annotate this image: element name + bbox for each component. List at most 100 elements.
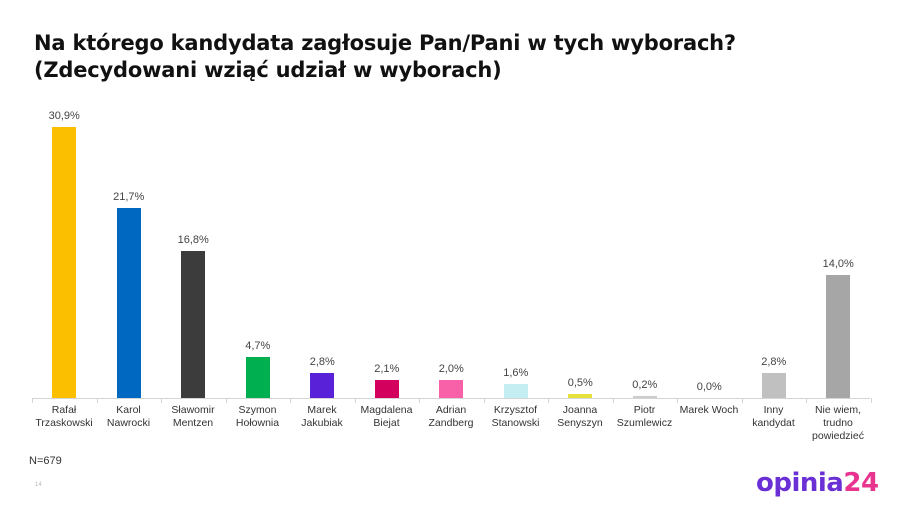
category-label: Karol Nawrocki <box>95 404 163 430</box>
category-label: Sławomir Mentzen <box>159 404 227 430</box>
bar-group: 2,0% Adrian Zandberg <box>419 100 484 460</box>
category-label-line: Senyszyn <box>557 417 603 429</box>
category-label-line: Nawrocki <box>106 417 151 429</box>
axis-tick <box>548 398 549 403</box>
chart-title-line2: (Zdecydowani wziąć udział w wyborach) <box>34 58 502 82</box>
category-label: Marek Woch <box>675 404 743 417</box>
category-label-line: Joanna <box>562 404 598 416</box>
bar <box>761 373 786 398</box>
category-label-line: Piotr <box>633 404 656 416</box>
bar <box>439 380 463 398</box>
chart-title: Na którego kandydata zagłosuje Pan/Pani … <box>34 30 894 84</box>
category-label-line: Krzysztof <box>493 404 538 416</box>
category-label-line: Adrian <box>435 404 467 416</box>
axis-tick <box>96 398 98 403</box>
category-label-line: Inny <box>763 404 784 416</box>
axis-tick <box>612 398 614 403</box>
bar-group: 4,7% Szymon Hołownia <box>226 100 291 460</box>
value-label: 4,7% <box>245 339 271 352</box>
category-label-line: Biejat <box>373 417 400 429</box>
category-label: Magdalena Biejat <box>353 404 421 430</box>
category-label: Joanna Senyszyn <box>546 404 614 430</box>
bar <box>181 250 205 398</box>
bar-group: 21,7% Karol Nawrocki <box>97 100 162 460</box>
value-label: 2,8% <box>309 356 335 369</box>
category-label-line: Stanowski <box>491 417 540 429</box>
category-label-line: Zandberg <box>428 417 474 429</box>
category-label-line: Marek Woch <box>679 404 739 416</box>
category-label: Piotr Szumlewicz <box>611 404 679 430</box>
axis-tick <box>161 398 162 403</box>
axis-tick <box>32 398 33 403</box>
value-label: 0,2% <box>632 379 658 391</box>
axis-tick <box>483 398 485 403</box>
bar-group: 2,1% Magdalena Biejat <box>355 100 420 460</box>
category-label-line: Rafał <box>51 404 77 416</box>
value-label: 16,8% <box>177 233 209 246</box>
category-label-line: Marek <box>307 404 337 416</box>
bar-group: 16,8% Sławomir Mentzen <box>161 100 226 460</box>
bar-group: 30,9% Rafał Trzaskowski <box>32 100 97 460</box>
bar-group: 1,6% Krzysztof Stanowski <box>484 100 549 460</box>
category-label-line: Sławomir <box>171 404 215 416</box>
axis-tick <box>741 398 743 403</box>
value-label: 1,6% <box>503 366 529 379</box>
category-label-line: Szymon <box>238 404 277 416</box>
bar <box>374 379 399 398</box>
bar <box>826 275 850 398</box>
bar <box>116 207 141 398</box>
value-label: 14,0% <box>822 258 854 271</box>
bar-group: 0,2% Piotr Szumlewicz <box>613 100 678 460</box>
category-label: Nie wiem, trudno powiedzieć <box>804 404 872 443</box>
category-label-line: Magdalena <box>360 404 413 416</box>
bar-group: 14,0% Nie wiem, trudno powiedzieć <box>806 100 871 460</box>
category-label-line: kandydat <box>752 417 795 429</box>
bar <box>245 356 270 398</box>
category-label: Krzysztof Stanowski <box>482 404 550 430</box>
axis-tick <box>677 398 678 403</box>
category-label-line: Jakubiak <box>301 417 343 429</box>
value-label: 21,7% <box>113 190 145 203</box>
value-label: 2,1% <box>374 362 400 375</box>
value-label: 2,0% <box>438 363 464 376</box>
category-label: Rafał Trzaskowski <box>30 404 98 430</box>
category-label: Adrian Zandberg <box>417 404 485 430</box>
category-label-line: Szumlewicz <box>616 417 673 429</box>
bar <box>52 127 76 398</box>
opinia24-logo: opinia24 <box>756 468 879 498</box>
value-label: 30,9% <box>48 110 80 122</box>
category-label: Szymon Hołownia <box>224 404 292 430</box>
category-label-line: powiedzieć <box>812 430 864 442</box>
value-label: 2,8% <box>761 356 787 369</box>
category-label-line: Mentzen <box>172 417 214 429</box>
bar-group: 2,8% Marek Jakubiak <box>290 100 355 460</box>
chart-title-line1: Na którego kandydata zagłosuje Pan/Pani … <box>34 31 736 55</box>
bar-group: 0,5% Joanna Senyszyn <box>548 100 613 460</box>
category-label-line: Hołownia <box>235 417 280 429</box>
axis-tick <box>419 398 420 403</box>
logo-text-opinia: opinia <box>756 468 844 498</box>
category-label-line: Trzaskowski <box>35 417 93 429</box>
value-label: 0,0% <box>696 381 722 393</box>
bar <box>503 383 528 398</box>
bar-group: 0,0% Marek Woch <box>677 100 742 460</box>
bar <box>568 393 592 398</box>
bar <box>310 373 334 398</box>
axis-tick <box>225 398 227 403</box>
logo-text-24: 24 <box>843 468 879 498</box>
category-label: Marek Jakubiak <box>288 404 356 430</box>
page-number: 14 <box>35 482 42 488</box>
category-label-line: trudno <box>823 417 853 429</box>
bar-group: 2,8% Inny kandydat <box>742 100 807 460</box>
axis-tick <box>354 398 356 403</box>
bar <box>632 396 657 398</box>
category-label-line: Nie wiem, <box>814 404 862 416</box>
category-label: Inny kandydat <box>740 404 808 430</box>
axis-tick <box>806 398 807 403</box>
value-label: 0,5% <box>567 376 593 389</box>
axis-tick <box>870 398 872 403</box>
bar-chart: 30,9% Rafał Trzaskowski 21,7% Karol Nawrocki 1… <box>32 100 872 460</box>
axis-tick <box>290 398 291 403</box>
category-label-line: Karol <box>116 404 141 416</box>
sample-size: N=679 <box>29 455 62 467</box>
